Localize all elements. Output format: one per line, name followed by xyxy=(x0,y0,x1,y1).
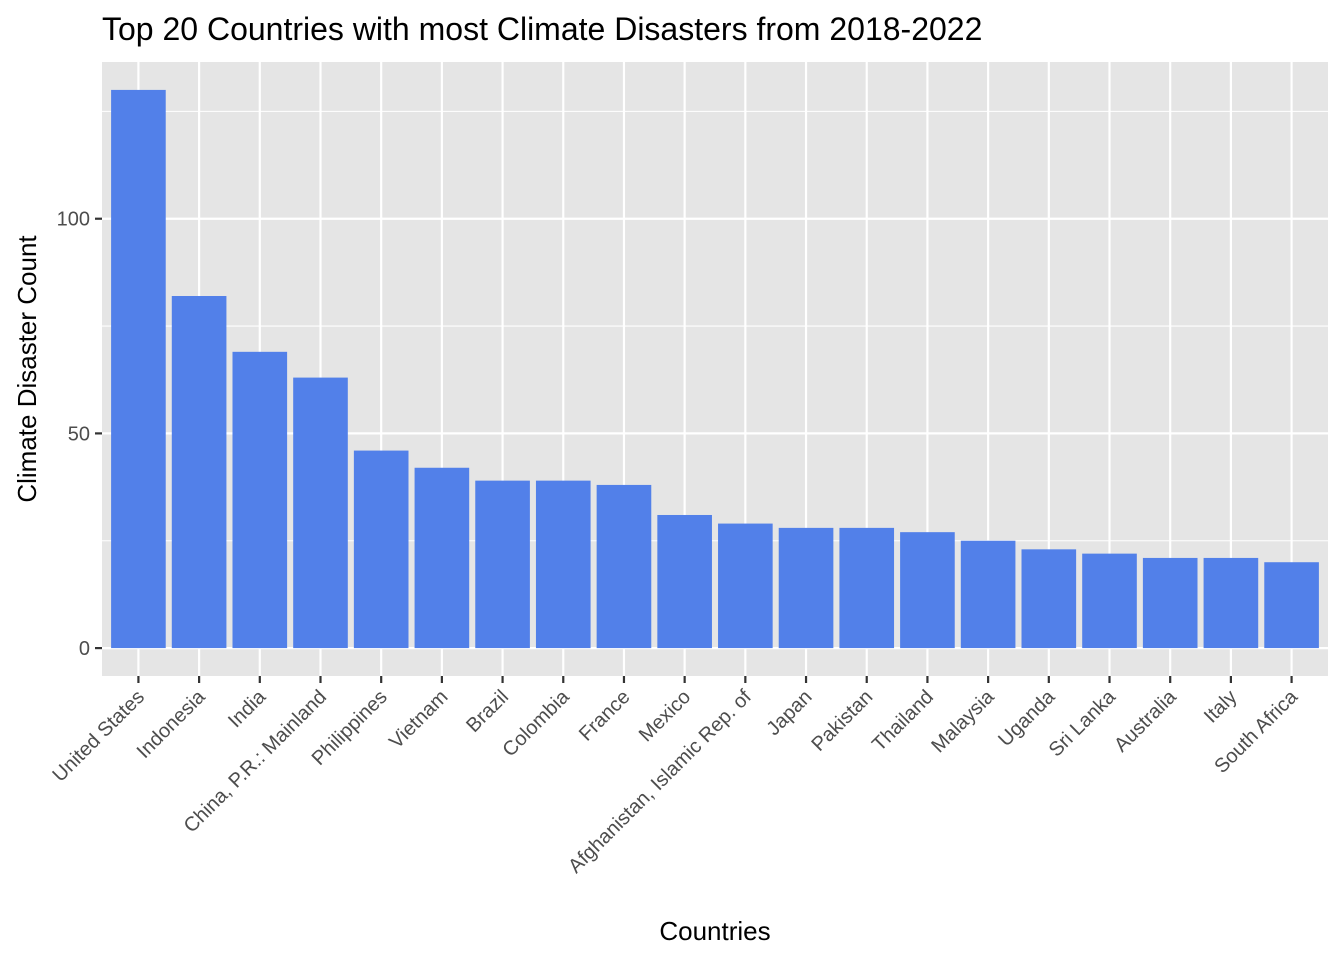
y-tick-label: 50 xyxy=(68,423,90,445)
bar xyxy=(718,523,773,649)
bar xyxy=(353,450,409,649)
bar xyxy=(1203,557,1259,649)
bar xyxy=(596,484,652,649)
bar xyxy=(111,89,166,649)
chart-title: Top 20 Countries with most Climate Disas… xyxy=(102,11,982,47)
x-tick-label: Pakistan xyxy=(807,686,877,756)
x-tick-label: Mexico xyxy=(635,686,695,746)
bar xyxy=(414,467,470,649)
x-tick-label: Australia xyxy=(1110,685,1181,756)
y-tick-label: 0 xyxy=(79,638,90,660)
y-axis-title: Climate Disaster Count xyxy=(12,235,42,503)
x-axis-title: Countries xyxy=(659,916,770,946)
x-tick-label: France xyxy=(575,686,635,746)
y-axis: 0 50 100 xyxy=(57,209,102,660)
x-tick-label: Italy xyxy=(1200,686,1241,727)
bar xyxy=(535,480,591,649)
x-tick-label: Sri Lanka xyxy=(1045,685,1121,761)
bar xyxy=(293,377,348,649)
bar xyxy=(1142,557,1198,649)
x-tick-label: Japan xyxy=(762,686,816,740)
bar xyxy=(475,480,530,649)
bar xyxy=(1021,549,1077,649)
x-tick-label: Thailand xyxy=(868,686,938,756)
bar xyxy=(839,527,895,649)
bars xyxy=(111,89,1319,649)
bar xyxy=(232,351,288,649)
x-tick-label: Brazil xyxy=(462,686,513,737)
bar xyxy=(900,532,955,649)
y-tick-label: 100 xyxy=(57,209,90,231)
x-tick-label: India xyxy=(224,685,271,732)
bar xyxy=(1082,553,1137,649)
x-tick-label: Malaysia xyxy=(927,685,999,757)
bar xyxy=(657,514,712,649)
bar xyxy=(1264,562,1319,649)
x-tick-label: Colombia xyxy=(499,685,575,761)
bar xyxy=(778,527,834,649)
bar xyxy=(171,296,227,649)
bar xyxy=(960,540,1016,649)
x-tick-label: Vietnam xyxy=(385,686,452,753)
x-tick-label: United States xyxy=(48,686,148,786)
